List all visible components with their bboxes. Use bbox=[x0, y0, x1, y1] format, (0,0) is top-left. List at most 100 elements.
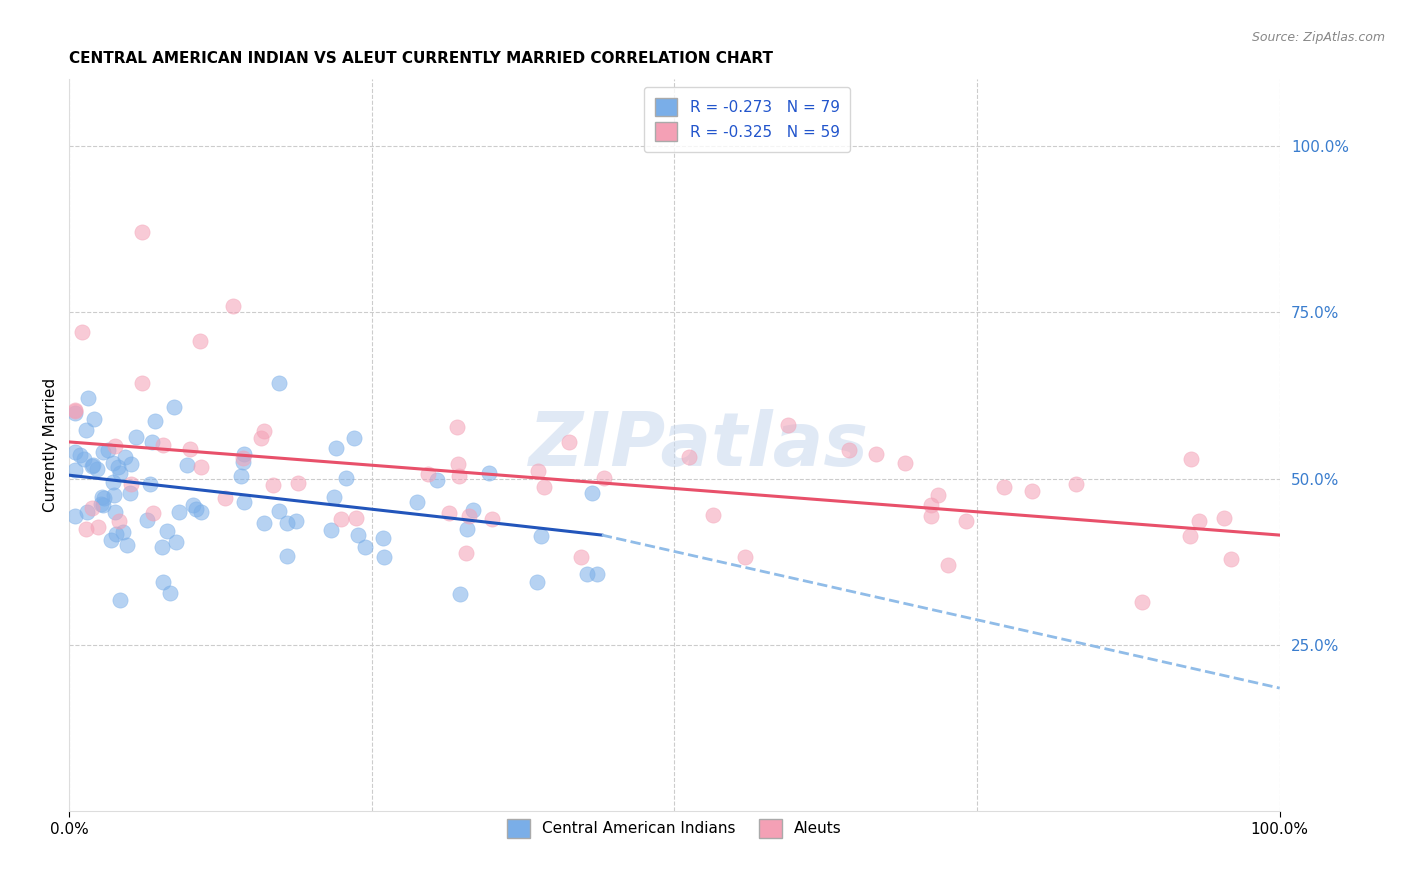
Point bbox=[734, 549, 756, 564]
Point bbox=[190, 505, 212, 519]
Point bbox=[343, 431, 366, 445]
Point bbox=[156, 524, 179, 538]
Text: CENTRAL AMERICAN INDIAN VS ALEUT CURRENTLY MARRIED CORRELATION CHART: CENTRAL AMERICAN INDIAN VS ALEUT CURRENT… bbox=[69, 51, 773, 66]
Point bbox=[120, 457, 142, 471]
Point bbox=[920, 498, 942, 512]
Point bbox=[1178, 529, 1201, 543]
Point bbox=[232, 495, 254, 509]
Point bbox=[69, 448, 91, 462]
Point bbox=[250, 431, 273, 445]
Point bbox=[678, 450, 700, 464]
Y-axis label: Currently Married: Currently Married bbox=[44, 378, 58, 512]
Point bbox=[269, 503, 291, 517]
Point bbox=[82, 458, 104, 472]
Point bbox=[103, 488, 125, 502]
Point bbox=[105, 527, 128, 541]
Point bbox=[1180, 451, 1202, 466]
Point bbox=[131, 226, 153, 240]
Point bbox=[1130, 595, 1153, 609]
Point bbox=[179, 442, 201, 456]
Point bbox=[112, 524, 135, 539]
Point bbox=[72, 325, 94, 339]
Point bbox=[93, 491, 115, 506]
Point bbox=[75, 522, 97, 536]
Point bbox=[65, 463, 87, 477]
Point bbox=[894, 456, 917, 470]
Point bbox=[232, 450, 254, 465]
Point bbox=[373, 550, 395, 565]
Point bbox=[865, 446, 887, 460]
Point bbox=[167, 505, 190, 519]
Point bbox=[152, 575, 174, 590]
Point bbox=[120, 477, 142, 491]
Point bbox=[558, 435, 581, 450]
Point bbox=[276, 549, 298, 563]
Point bbox=[1213, 511, 1236, 525]
Point bbox=[269, 376, 291, 390]
Point bbox=[181, 499, 204, 513]
Point bbox=[454, 546, 477, 560]
Point bbox=[150, 541, 173, 555]
Point bbox=[86, 462, 108, 476]
Point bbox=[449, 587, 471, 601]
Point bbox=[458, 509, 481, 524]
Point bbox=[838, 443, 860, 458]
Point bbox=[142, 506, 165, 520]
Point bbox=[77, 391, 100, 405]
Point bbox=[115, 538, 138, 552]
Point bbox=[91, 445, 114, 459]
Point bbox=[354, 541, 377, 555]
Legend: Central American Indians, Aleuts: Central American Indians, Aleuts bbox=[501, 813, 848, 844]
Point bbox=[529, 529, 551, 543]
Point bbox=[955, 515, 977, 529]
Point bbox=[91, 498, 114, 512]
Point bbox=[90, 497, 112, 511]
Point bbox=[87, 520, 110, 534]
Point bbox=[449, 469, 471, 483]
Point bbox=[104, 439, 127, 453]
Point bbox=[141, 435, 163, 450]
Point bbox=[136, 513, 159, 527]
Point bbox=[65, 445, 87, 459]
Point bbox=[323, 490, 346, 504]
Point bbox=[214, 491, 236, 505]
Point bbox=[159, 585, 181, 599]
Point bbox=[253, 516, 276, 530]
Point bbox=[1220, 552, 1243, 566]
Point bbox=[91, 490, 114, 504]
Point bbox=[83, 412, 105, 426]
Point bbox=[262, 477, 284, 491]
Point bbox=[65, 509, 87, 524]
Point bbox=[581, 486, 603, 500]
Point bbox=[75, 423, 97, 437]
Point bbox=[569, 549, 592, 564]
Point bbox=[344, 511, 367, 525]
Point bbox=[527, 464, 550, 478]
Point bbox=[108, 514, 131, 528]
Point bbox=[190, 459, 212, 474]
Point bbox=[456, 522, 478, 536]
Point bbox=[287, 476, 309, 491]
Point bbox=[533, 480, 555, 494]
Point bbox=[478, 467, 501, 481]
Point bbox=[426, 473, 449, 487]
Point bbox=[702, 508, 724, 522]
Point bbox=[319, 524, 342, 538]
Point bbox=[463, 503, 485, 517]
Text: Source: ZipAtlas.com: Source: ZipAtlas.com bbox=[1251, 31, 1385, 45]
Point bbox=[920, 509, 942, 524]
Point bbox=[100, 533, 122, 547]
Point bbox=[526, 574, 548, 589]
Point bbox=[481, 512, 503, 526]
Point bbox=[101, 457, 124, 471]
Point bbox=[65, 402, 87, 417]
Point bbox=[101, 475, 124, 489]
Point bbox=[221, 299, 243, 313]
Point bbox=[163, 400, 186, 414]
Point bbox=[152, 437, 174, 451]
Point bbox=[188, 334, 211, 348]
Point bbox=[104, 505, 127, 519]
Point bbox=[145, 414, 167, 428]
Point bbox=[114, 450, 136, 465]
Point bbox=[125, 430, 148, 444]
